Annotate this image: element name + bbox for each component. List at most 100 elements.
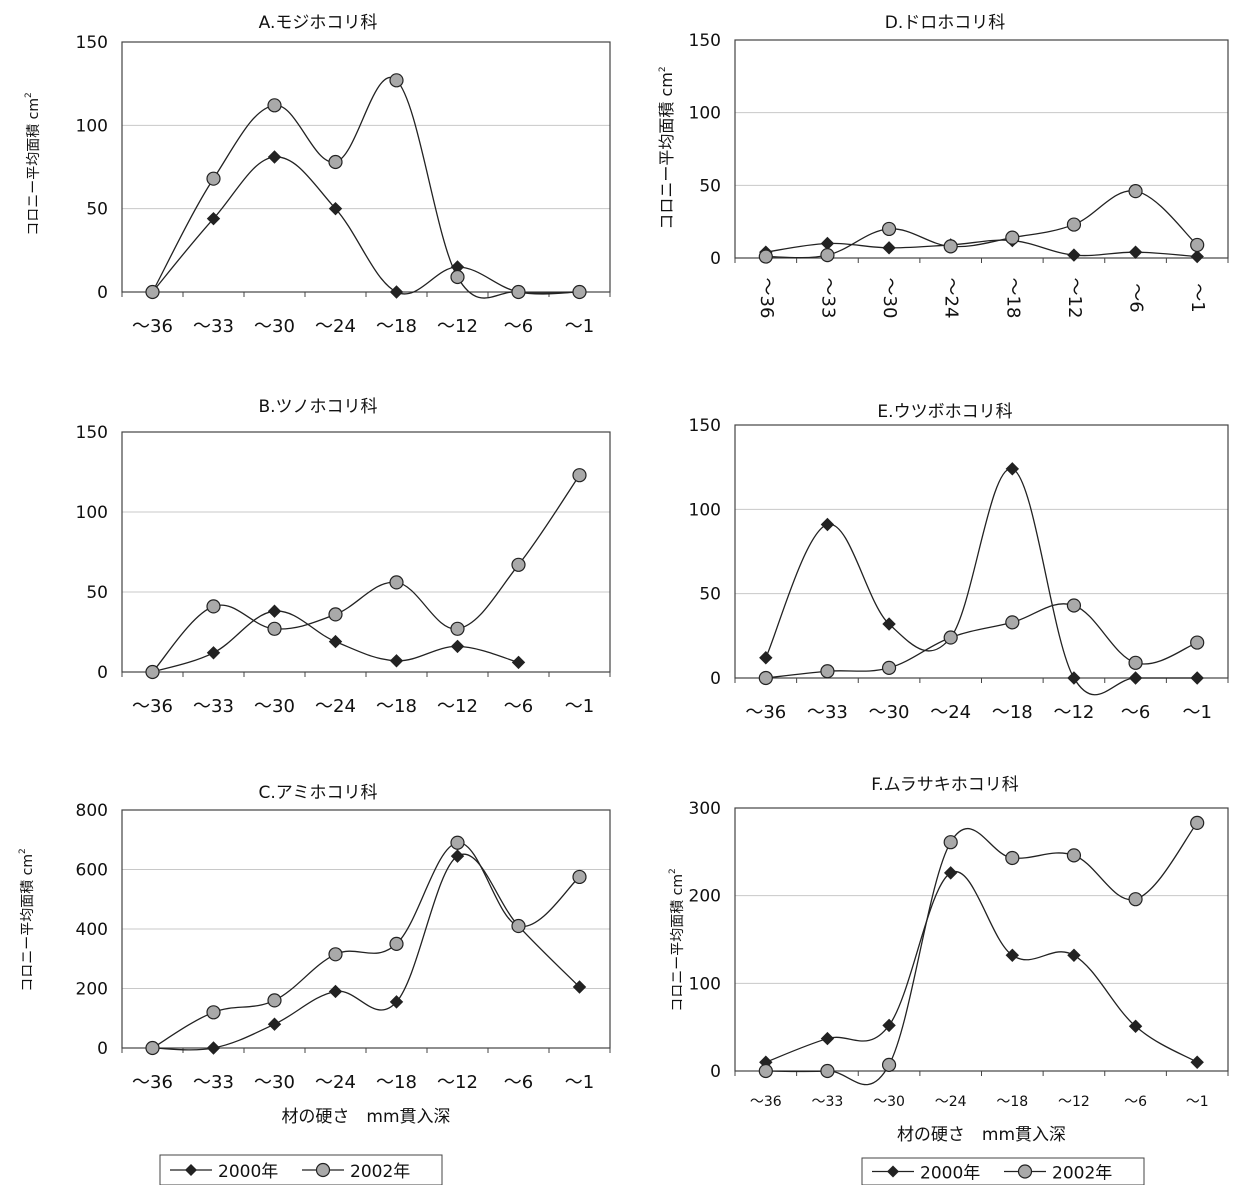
data-point-2002 <box>1190 237 1205 253</box>
x-tick-label: ～24 <box>935 1094 967 1110</box>
x-tick-label: ～18 <box>376 316 417 337</box>
data-point-2002 <box>1005 850 1020 866</box>
data-point-2002 <box>943 630 958 645</box>
data-point-2000 <box>1067 671 1081 685</box>
data-point-2000 <box>1005 948 1020 962</box>
y-axis-unit: cm <box>20 854 36 875</box>
y-tick-label: 150 <box>689 31 721 51</box>
data-point-2000 <box>1190 249 1204 264</box>
x-tick-label: ～30 <box>254 1072 295 1093</box>
plot-area-frame <box>734 807 1229 1072</box>
chart-title: F.ムラサキホコリ科 <box>871 775 1019 795</box>
x-axis-label: 材の硬さ mm貫入深 <box>281 1107 450 1127</box>
x-tick-label: ～24 <box>315 696 356 717</box>
data-point-2002 <box>943 239 958 254</box>
legend-marker-diamond <box>887 1165 899 1178</box>
y-axis-label: コロニー平均面積 cm2 <box>657 66 676 229</box>
data-point-2002 <box>450 269 465 285</box>
x-tick-label: ～33 <box>193 1072 234 1093</box>
series-line-2000 <box>765 870 1198 1063</box>
data-point-2002 <box>820 1063 835 1079</box>
data-point-2000 <box>1128 671 1143 685</box>
data-point-2002 <box>328 947 343 962</box>
x-tick-label: ～6 <box>504 1072 533 1093</box>
data-point-2002 <box>328 607 343 622</box>
legend-marker-circle <box>315 1162 331 1178</box>
y-tick-label: 100 <box>76 116 108 136</box>
x-tick-label: ～18 <box>996 1094 1028 1110</box>
plot-area-frame <box>734 39 1229 259</box>
data-point-2000 <box>206 211 221 226</box>
data-point-2002 <box>328 154 343 170</box>
x-tick-label: ～24 <box>941 278 962 319</box>
y-axis-unit-superscript: 2 <box>18 848 28 854</box>
x-tick-label: ～24 <box>315 1072 356 1093</box>
data-point-2002 <box>758 1063 773 1079</box>
y-axis-label: コロニー平均面積 cm2 <box>18 848 36 992</box>
y-tick-label: 0 <box>710 1062 721 1082</box>
data-point-2002 <box>881 660 897 675</box>
y-tick-label: 100 <box>689 500 721 520</box>
data-point-2000 <box>389 285 404 299</box>
y-tick-label: 600 <box>76 861 108 881</box>
x-axis-label: 材の硬さ mm貫入深 <box>897 1125 1066 1145</box>
x-tick-label: ～18 <box>376 696 417 717</box>
legend-label: 2000年 <box>218 1162 278 1182</box>
x-tick-label: ～36 <box>132 316 173 337</box>
x-tick-label: ～18 <box>992 702 1033 723</box>
series-line-2002 <box>152 474 581 673</box>
data-point-2002 <box>1005 615 1020 630</box>
data-point-2000 <box>1067 248 1081 262</box>
x-tick-label: ～1 <box>1182 702 1211 723</box>
y-axis-label: コロニー平均面積 cm2 <box>668 868 686 1012</box>
y-tick-label: 150 <box>76 33 108 53</box>
y-tick-label: 150 <box>689 416 721 436</box>
x-tick-label: ～33 <box>817 278 838 319</box>
y-tick-label: 100 <box>689 104 721 124</box>
x-tick-label: ～36 <box>756 278 777 319</box>
x-tick-label: ～1 <box>1187 283 1208 312</box>
data-point-2002 <box>820 247 835 263</box>
y-axis-label-text: コロニー平均面積 <box>670 895 686 1011</box>
x-tick-label: ～33 <box>807 702 848 723</box>
series-line-2000 <box>152 853 580 1051</box>
x-tick-label: ～6 <box>1126 283 1147 312</box>
legend-marker-diamond <box>185 1164 197 1176</box>
x-tick-label: ～30 <box>873 1094 905 1110</box>
data-point-2002 <box>1128 892 1143 907</box>
y-axis-unit: cm <box>657 72 676 96</box>
x-tick-label: ～12 <box>1053 702 1094 723</box>
y-axis-label-text: コロニー平均面積 <box>20 875 36 991</box>
x-tick-label: ～1 <box>565 316 594 337</box>
y-tick-label: 100 <box>76 503 108 523</box>
y-tick-label: 50 <box>86 200 108 220</box>
data-point-2000 <box>882 241 896 255</box>
y-tick-label: 0 <box>97 1039 108 1059</box>
data-point-2000 <box>389 654 404 668</box>
data-point-2000 <box>1005 462 1020 476</box>
legend-2: 2000年 2002年 <box>861 1157 1145 1186</box>
x-tick-label: ～12 <box>1058 1094 1090 1110</box>
data-point-2002 <box>511 557 526 572</box>
x-tick-label: ～12 <box>1064 278 1085 319</box>
data-point-2002 <box>1066 848 1082 863</box>
chart-title: E.ウツボホコリ科 <box>877 402 1012 422</box>
data-point-2002 <box>758 670 773 686</box>
x-tick-label: ～24 <box>315 316 356 337</box>
y-axis-label-text: コロニー平均面積 <box>26 119 42 235</box>
y-tick-label: 0 <box>97 283 108 303</box>
series-line-2000 <box>152 156 580 295</box>
data-point-2000 <box>882 1018 896 1033</box>
data-point-2002 <box>206 171 221 186</box>
y-tick-label: 200 <box>689 887 721 907</box>
legend-1: 2000年 2002年 <box>159 1154 443 1186</box>
y-tick-label: 50 <box>699 176 721 196</box>
data-point-2002 <box>206 599 221 614</box>
y-tick-label: 0 <box>710 669 721 689</box>
data-point-2000 <box>267 150 282 164</box>
x-tick-label: ～30 <box>254 696 295 717</box>
data-point-2002 <box>820 664 835 679</box>
data-point-2002 <box>1190 815 1205 831</box>
